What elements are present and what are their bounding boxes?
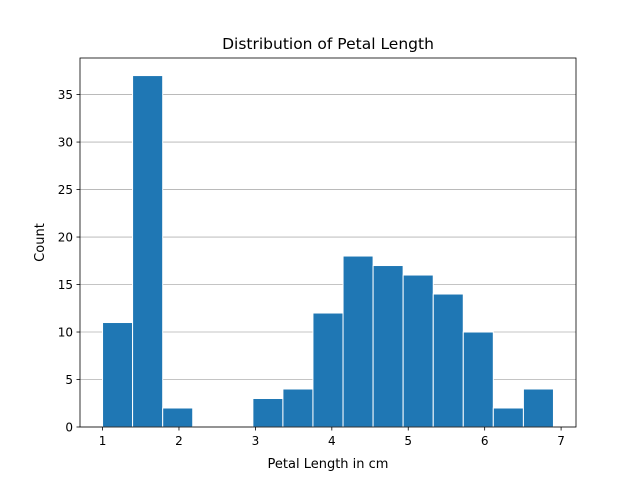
chart-title: Distribution of Petal Length [222, 35, 434, 53]
y-tick-label: 10 [58, 325, 73, 339]
histogram-bar [432, 293, 464, 428]
histogram-bar [282, 388, 314, 428]
histogram-bar [462, 331, 494, 428]
histogram-bar [252, 398, 284, 428]
y-tick-label: 30 [58, 135, 73, 149]
histogram-bar [162, 407, 194, 428]
histogram-bar [522, 388, 554, 428]
y-axis-label: Count [33, 223, 48, 262]
y-tick-label: 0 [65, 420, 73, 434]
histogram-bar [402, 274, 434, 428]
histogram-bar [492, 407, 524, 428]
x-tick-label: 2 [175, 434, 183, 448]
y-tick-label: 35 [58, 88, 73, 102]
histogram-bar [342, 255, 374, 428]
histogram-bar [372, 265, 404, 428]
histogram-bars [102, 75, 554, 428]
histogram-bar [102, 322, 134, 428]
y-tick-label: 20 [58, 230, 73, 244]
y-tick-label: 15 [58, 278, 73, 292]
y-axis-ticks: 0 5 10 15 20 25 30 35 [58, 88, 80, 434]
plot-area-frame [79, 57, 577, 428]
x-tick-label: 1 [99, 434, 107, 448]
x-tick-label: 4 [328, 434, 336, 448]
x-tick-label: 5 [404, 434, 412, 448]
x-axis-label: Petal Length in cm [268, 457, 389, 472]
x-tick-label: 3 [252, 434, 260, 448]
x-tick-label: 6 [481, 434, 489, 448]
y-tick-label: 25 [58, 183, 73, 197]
x-axis-ticks: 1 2 3 4 5 6 7 [99, 427, 565, 448]
y-tick-label: 5 [65, 373, 73, 387]
x-tick-label: 7 [557, 434, 565, 448]
histogram-bar [132, 75, 164, 428]
histogram-bar [312, 312, 344, 428]
